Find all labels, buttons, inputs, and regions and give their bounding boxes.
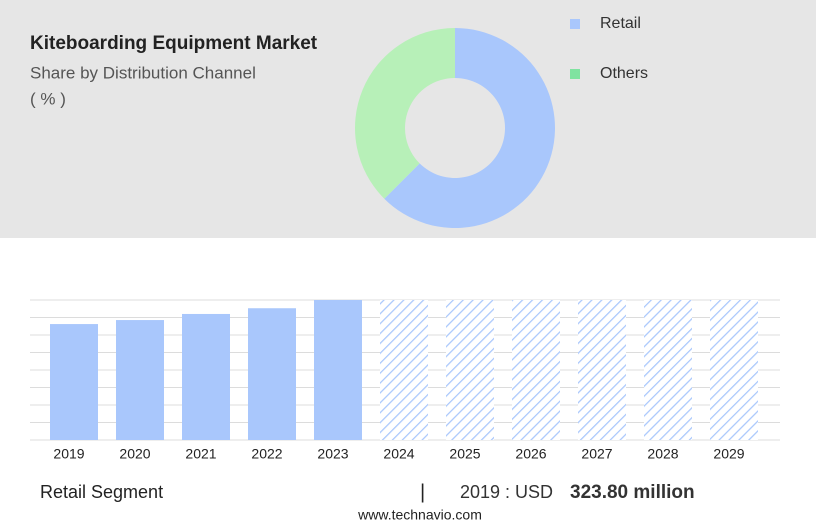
forecast-bar — [578, 300, 626, 440]
x-tick-label: 2024 — [383, 446, 414, 462]
forecast-bar — [710, 300, 758, 440]
chart-title: Kiteboarding Equipment Market — [30, 33, 318, 54]
x-tick-label: 2025 — [449, 446, 480, 462]
pie-slice — [354, 28, 455, 199]
forecast-bar — [380, 300, 428, 440]
x-tick-label: 2022 — [251, 446, 282, 462]
x-tick-label: 2027 — [581, 446, 612, 462]
x-tick-label: 2023 — [317, 446, 348, 462]
bar — [182, 313, 230, 440]
bar — [50, 324, 98, 440]
footer-segment: Retail Segment — [40, 482, 163, 502]
bar — [116, 320, 164, 440]
footer-value: 323.80 million — [570, 482, 695, 503]
x-tick-label: 2026 — [515, 446, 546, 462]
bar — [248, 308, 296, 440]
forecast-bar — [512, 300, 560, 440]
footer-separator: | — [420, 481, 425, 503]
x-tick-label: 2028 — [647, 446, 678, 462]
x-tick-label: 2019 — [53, 446, 84, 462]
unit-label: ( % ) — [30, 89, 66, 108]
pie-slice — [384, 28, 555, 228]
x-tick-label: 2021 — [185, 446, 216, 462]
legend-swatch — [570, 69, 580, 79]
bar — [314, 300, 362, 440]
footer-year: 2019 : USD — [460, 482, 553, 502]
chart-subtitle: Share by Distribution Channel — [30, 63, 256, 82]
x-tick-label: 2020 — [119, 446, 150, 462]
legend-label: Others — [600, 65, 648, 82]
x-tick-label: 2029 — [713, 446, 744, 462]
forecast-bar — [644, 300, 692, 440]
legend-swatch — [570, 19, 580, 29]
footer-source: www.technavio.com — [357, 507, 482, 523]
legend-label: Retail — [600, 15, 641, 32]
forecast-bar — [446, 300, 494, 440]
